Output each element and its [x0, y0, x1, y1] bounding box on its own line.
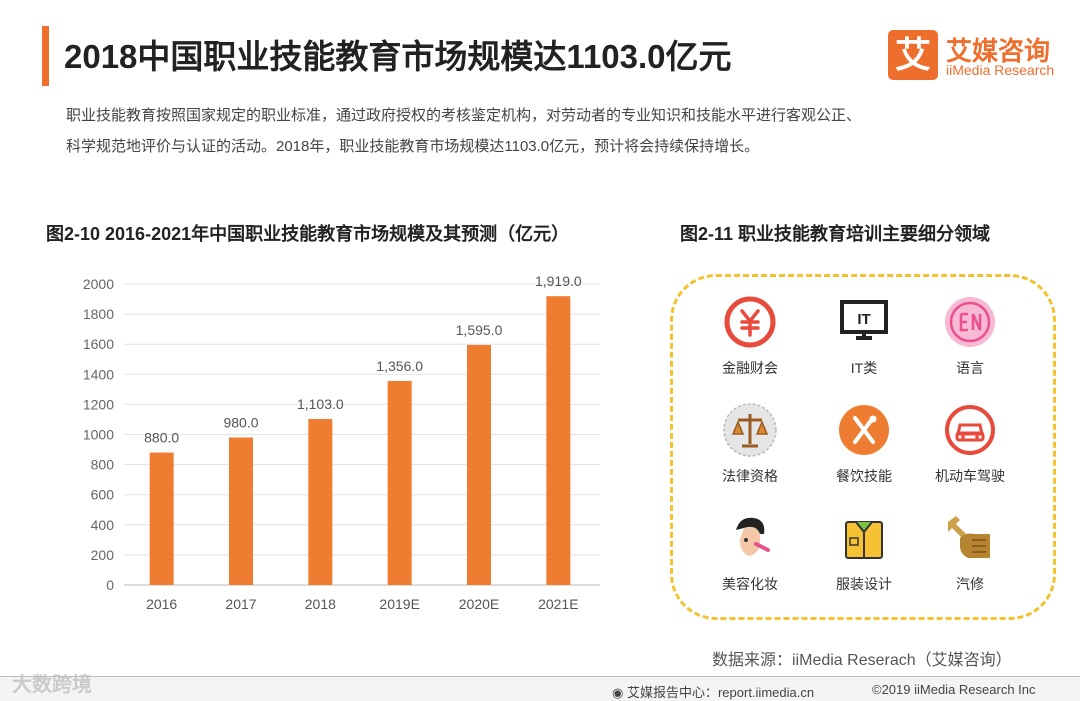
field-label: 语言: [956, 360, 984, 376]
field-label: 法律资格: [722, 468, 778, 484]
field-label: 服装设计: [836, 576, 892, 592]
y-tick-label: 2000: [83, 276, 114, 292]
data-label: 1,595.0: [456, 322, 503, 338]
x-tick-label: 2019E: [379, 596, 419, 612]
page-title: 2018中国职业技能教育市场规模达1103.0亿元: [64, 38, 732, 75]
field-language: 语言: [910, 294, 1030, 378]
field-auto-repair: 汽修: [910, 510, 1030, 594]
y-tick-label: 1200: [83, 396, 114, 412]
field-label: 金融财会: [722, 360, 778, 376]
y-tick-label: 1400: [83, 366, 114, 382]
field-law: 法律资格: [690, 402, 810, 486]
footer-bar: [0, 677, 1080, 701]
language-icon: [945, 297, 995, 347]
fields-panel: [670, 274, 1056, 620]
brand-logo: 艾 艾媒咨询 iiMedia Research: [888, 30, 1064, 82]
y-tick-label: 0: [106, 577, 114, 593]
footer-copyright: ©2019 iiMedia Research Inc: [872, 682, 1036, 697]
title-accent-bar: [42, 26, 49, 86]
y-tick-label: 600: [91, 487, 115, 503]
x-tick-label: 2021E: [538, 596, 578, 612]
bar: [467, 344, 491, 585]
data-label: 1,919.0: [535, 273, 582, 289]
data-label: 880.0: [144, 430, 179, 446]
x-tick-label: 2018: [305, 596, 336, 612]
footer-report-center: ◉ 艾媒报告中心：report.iimedia.cn: [612, 682, 814, 701]
globe-icon: ◉: [612, 685, 624, 700]
wrench-hand-icon: [948, 516, 990, 558]
data-source: 数据来源：iiMedia Reserach（艾媒咨询）: [712, 652, 1012, 669]
description-line-2: 科学规范地评价与认证的活动。2018年，职业技能教育市场规模达1103.0亿元，…: [66, 138, 760, 155]
field-label: 餐饮技能: [836, 468, 892, 484]
x-tick-label: 2016: [146, 596, 177, 612]
y-tick-label: 1000: [83, 427, 114, 443]
scales-icon: [723, 403, 777, 457]
monitor-icon: IT: [840, 300, 888, 340]
x-tick-label: 2020E: [459, 596, 499, 612]
fields-panel-title: 图2-11 职业技能教育培训主要细分领域: [680, 224, 991, 244]
bar: [229, 437, 253, 585]
bar: [546, 296, 571, 585]
data-label: 1,103.0: [297, 396, 344, 412]
market-size-bar-chart: 0 200 400 600 800 1000 1200 1400 1600 1800 2000 880…: [83, 273, 600, 612]
logo-name-cn: 艾媒咨询: [946, 36, 1051, 66]
x-tick-label: 2017: [225, 596, 256, 612]
y-tick-label: 1800: [83, 306, 114, 322]
description-line-1: 职业技能教育按照国家规定的职业标准，通过政府授权的考核鉴定机构，对劳动者的专业知…: [66, 107, 862, 124]
field-finance: 金融财会: [690, 294, 810, 378]
field-catering: 餐饮技能: [804, 402, 924, 486]
field-label: IT类: [850, 360, 878, 376]
y-tick-label: 200: [91, 547, 115, 563]
data-label: 980.0: [223, 415, 258, 431]
fork-knife-icon: [839, 405, 889, 455]
watermark: 大数跨境: [12, 674, 92, 696]
bar: [149, 452, 174, 585]
field-driving: 机动车驾驶: [910, 402, 1030, 486]
data-label: 1,356.0: [376, 358, 423, 374]
chart-title: 图2-10 2016-2021年中国职业技能教育市场规模及其预测（亿元）: [46, 224, 570, 244]
field-label: 美容化妆: [722, 576, 778, 592]
description: 职业技能教育按照国家规定的职业标准，通过政府授权的考核鉴定机构，对劳动者的专业知…: [66, 100, 1036, 162]
field-makeup: 美容化妆: [690, 510, 810, 594]
bar: [308, 418, 333, 585]
logo-mark: 艾: [888, 30, 938, 80]
y-tick-label: 1600: [83, 336, 114, 352]
footer-left-text: 艾媒报告中心：report.iimedia.cn: [626, 685, 815, 700]
shirt-icon: [845, 521, 883, 559]
car-icon: [945, 405, 995, 455]
logo-name-en: iiMedia Research: [946, 62, 1055, 78]
field-it: IT IT类: [804, 294, 924, 378]
field-fashion: 服装设计: [804, 510, 924, 594]
bar: [387, 380, 412, 585]
field-label: 汽修: [956, 576, 984, 592]
field-label: 机动车驾驶: [935, 468, 1005, 484]
y-tick-label: 800: [91, 457, 115, 473]
svg-text:IT: IT: [857, 311, 870, 328]
makeup-face-icon: [736, 517, 770, 556]
footer-divider: [0, 676, 1080, 677]
yuan-icon: [724, 296, 776, 348]
y-tick-label: 400: [91, 517, 115, 533]
